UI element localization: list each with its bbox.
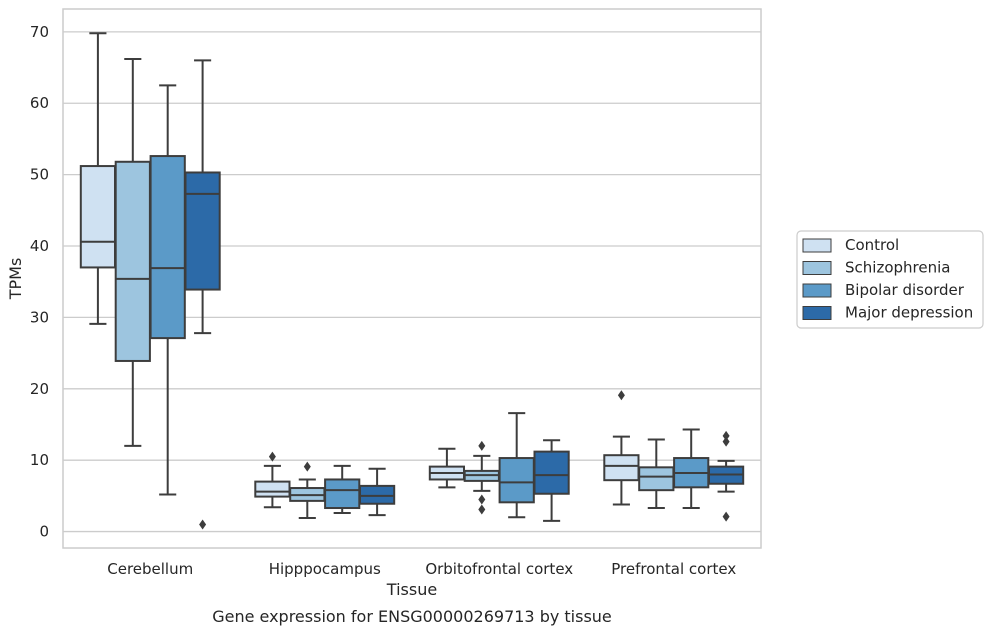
box-iqr	[149, 155, 186, 340]
outlier-point	[199, 519, 207, 530]
box-iqr	[114, 160, 151, 362]
y-tick-label: 0	[39, 523, 49, 541]
box-major-depression	[358, 467, 396, 517]
box-iqr	[358, 484, 396, 505]
legend-swatch	[802, 283, 832, 298]
legend-swatch	[802, 238, 832, 253]
y-tick-label: 30	[30, 308, 49, 326]
plot-frame	[62, 8, 762, 549]
y-tick-label: 60	[30, 94, 49, 112]
legend-frame	[796, 230, 984, 329]
box-bipolar-disorder	[673, 428, 710, 510]
legend-label: Bipolar disorder	[845, 281, 965, 299]
box-bipolar-disorder	[324, 464, 361, 515]
outlier-point	[722, 436, 730, 447]
outlier-point	[303, 461, 311, 472]
outlier-point	[617, 390, 625, 401]
box-control	[79, 32, 117, 325]
y-tick-label: 10	[30, 451, 49, 469]
box-control	[603, 390, 640, 506]
y-tick-label: 70	[30, 23, 49, 41]
x-axis-ticks: Cerebellum Hipppocampus Orbitofrontal cort…	[107, 560, 736, 578]
outlier-point	[478, 504, 486, 515]
box-iqr	[603, 454, 640, 482]
box-bipolar-disorder	[498, 412, 535, 519]
boxes	[79, 32, 745, 530]
box-control	[428, 447, 466, 489]
box-schizophrenia	[289, 461, 326, 520]
outlier-point	[478, 494, 486, 505]
legend-label: Major depression	[845, 304, 973, 322]
x-tick-label: Cerebellum	[107, 560, 193, 578]
box-iqr	[638, 466, 675, 492]
box-control	[254, 451, 291, 509]
legend-label: Control	[845, 236, 899, 254]
box-iqr	[79, 165, 117, 269]
outlier-point	[722, 511, 730, 522]
box-bipolar-disorder	[149, 84, 186, 496]
x-tick-label: Prefrontal cortex	[611, 560, 736, 578]
y-tick-label: 50	[30, 166, 49, 184]
box-major-depression	[533, 439, 570, 522]
legend-swatch	[802, 306, 832, 320]
outlier-point	[722, 430, 730, 441]
box-major-depression	[184, 59, 221, 530]
box-major-depression	[707, 430, 745, 522]
chart-caption: Gene expression for ENSG00000269713 by t…	[212, 607, 612, 626]
box-schizophrenia	[463, 440, 500, 515]
box-iqr	[498, 457, 535, 504]
box-schizophrenia	[638, 438, 675, 510]
x-tick-label: Hipppocampus	[269, 560, 381, 578]
y-axis-label: TPMs	[6, 258, 25, 301]
box-schizophrenia	[114, 57, 151, 447]
y-axis-ticks: 0 10 20 30 40 50 60 70	[30, 23, 49, 541]
x-tick-label: Orbitofrontal cortex	[425, 560, 573, 578]
legend-label: Schizophrenia	[845, 259, 950, 277]
x-axis-label: Tissue	[386, 580, 437, 599]
box-iqr	[324, 478, 361, 510]
legend-swatch	[802, 261, 832, 275]
box-iqr	[184, 171, 221, 291]
box-iqr	[533, 450, 570, 495]
legend: Control Schizophrenia Bipolar disorder Majo…	[796, 230, 984, 329]
outlier-point	[478, 440, 486, 451]
outlier-point	[268, 451, 276, 462]
box-iqr	[254, 480, 291, 498]
y-tick-label: 20	[30, 380, 49, 398]
y-tick-label: 40	[30, 237, 49, 255]
